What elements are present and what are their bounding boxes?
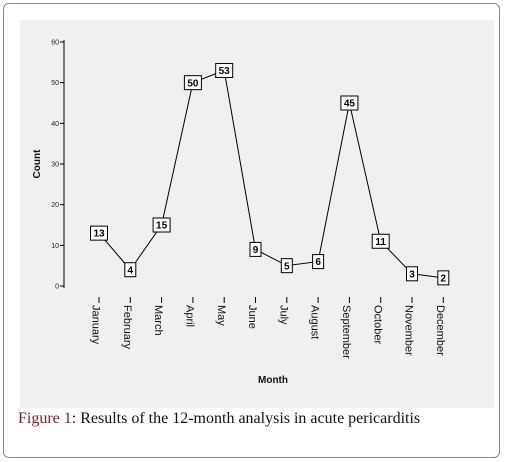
data-label-text: 45 (344, 99, 356, 110)
x-tick-label: January (90, 305, 102, 345)
data-label-box (280, 258, 293, 274)
x-tick-label: July (277, 305, 289, 325)
data-label: 2 (437, 270, 450, 286)
figure-frame (3, 3, 500, 458)
data-label-box (406, 266, 418, 282)
data-label-box (312, 254, 325, 270)
x-tick-label: October (371, 305, 383, 344)
data-label-text: 9 (253, 245, 259, 256)
x-tick-label: November (403, 305, 415, 356)
x-tick-label: May (215, 305, 227, 326)
data-label: 6 (312, 254, 325, 270)
x-tick-label: March (152, 305, 164, 336)
y-tick-label: 30 (51, 162, 59, 169)
data-label-box (437, 270, 450, 286)
x-tick-label: February (121, 305, 133, 350)
data-label-box (124, 262, 137, 278)
plot-background (20, 20, 494, 408)
x-tick-label: September (340, 305, 352, 359)
data-label-text: 50 (187, 78, 199, 89)
data-label-box (340, 95, 359, 111)
data-label: 3 (406, 266, 418, 282)
data-label-text: 53 (219, 66, 231, 77)
series-polyline (98, 69, 444, 279)
data-label-box (249, 241, 262, 257)
data-label: 9 (249, 241, 262, 257)
data-label-box (371, 233, 390, 249)
data-label-text: 13 (93, 229, 105, 240)
y-axis-title: Count (32, 149, 43, 179)
data-label-text: 11 (375, 237, 386, 248)
y-tick-label: 50 (51, 80, 59, 87)
y-tick-label: 40 (51, 121, 59, 128)
data-label-box (90, 225, 108, 241)
x-axis: January February March April May June July Augu… (90, 297, 446, 359)
data-label-text: 6 (315, 257, 321, 268)
data-label-box (215, 62, 234, 78)
figure-label: Figure 1 (18, 410, 72, 427)
y-tick-label: 10 (51, 243, 59, 250)
x-tick-label: December (434, 305, 446, 356)
data-label-text: 4 (128, 265, 134, 276)
y-tick-label: 60 (51, 40, 59, 47)
x-axis-title: Month (258, 375, 288, 386)
series-line (98, 69, 444, 279)
data-label-text: 3 (409, 269, 415, 280)
figure-caption-text: : Results of the 12-month analysis in ac… (71, 410, 421, 427)
y-tick-label: 20 (51, 202, 59, 209)
data-labels: 13 4 15 50 53 9 5 6 45 11 3 2 (90, 62, 450, 286)
x-tick-label: August (309, 305, 321, 339)
data-label-box (152, 217, 171, 233)
data-label: 4 (124, 262, 137, 278)
data-label: 50 (183, 75, 202, 91)
data-label: 15 (152, 217, 171, 233)
data-label: 45 (340, 95, 359, 111)
data-label-text: 2 (441, 273, 447, 284)
data-label: 5 (280, 258, 293, 274)
data-label: 13 (90, 225, 108, 241)
x-tick-label: June (246, 305, 258, 329)
figure-caption: Figure 1: Results of the 12-month analys… (18, 410, 488, 428)
data-label-text: 5 (284, 261, 290, 272)
data-label-text: 15 (156, 221, 168, 232)
data-label: 53 (215, 62, 234, 78)
y-axis: 0 10 20 30 40 50 60 (51, 40, 65, 291)
y-tick-label: 0 (55, 284, 59, 291)
data-label-box (183, 75, 202, 91)
x-tick-label: April (183, 305, 195, 327)
data-label: 11 (371, 233, 390, 249)
